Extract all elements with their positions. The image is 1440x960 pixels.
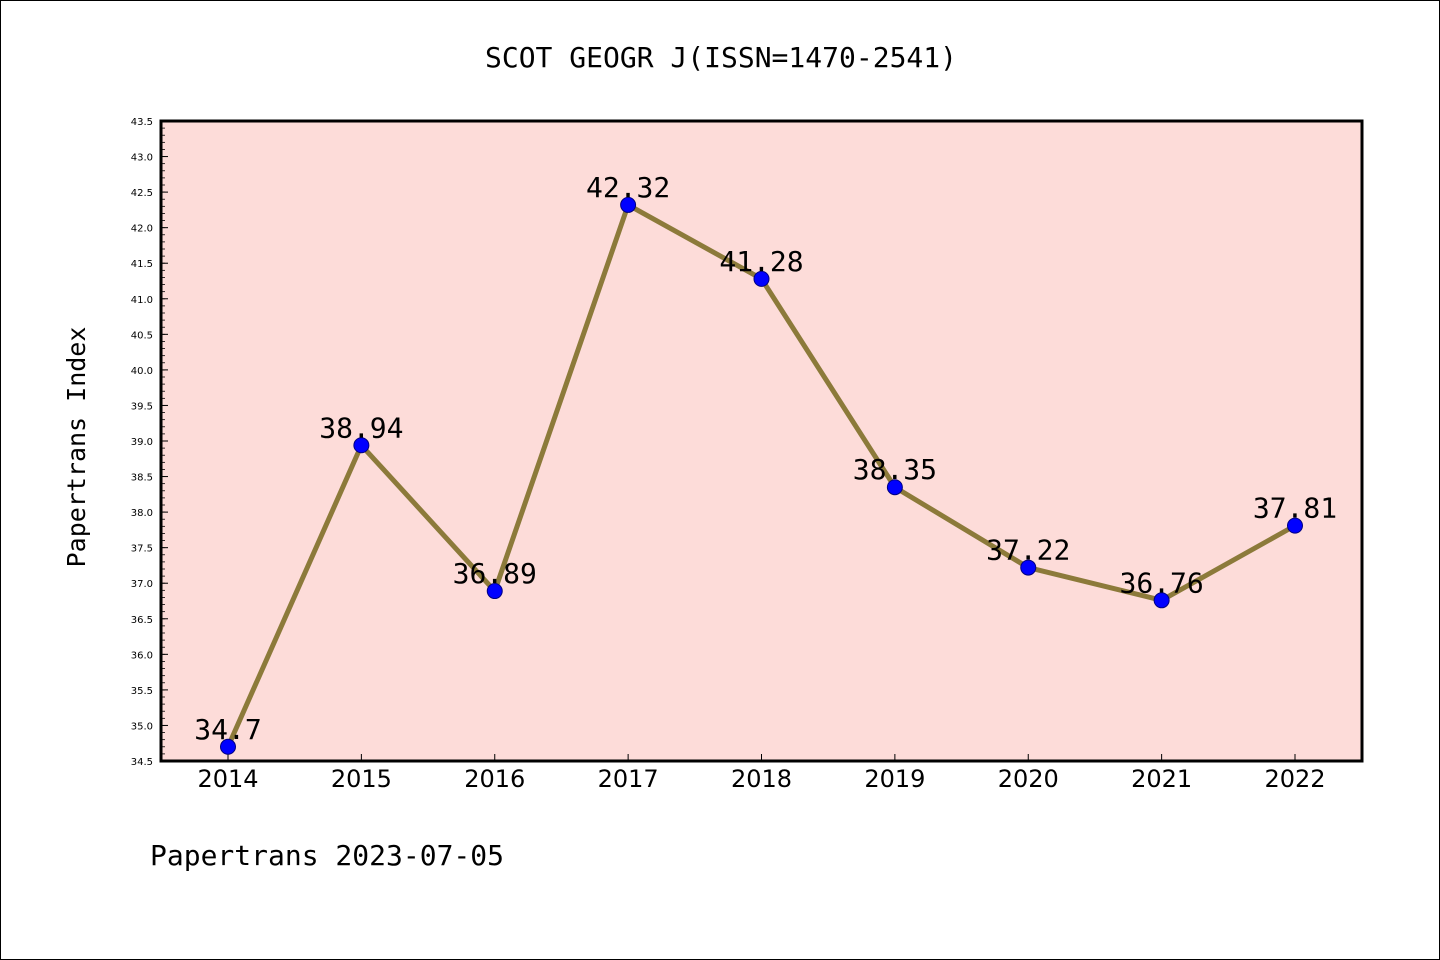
data-point xyxy=(886,479,903,496)
chart-title: SCOT GEOGR J(ISSN=1470-2541) xyxy=(485,41,957,74)
data-label: 34.7 xyxy=(194,713,261,746)
x-tick-label: 2015 xyxy=(331,765,392,793)
y-tick-label: 38.5 xyxy=(131,473,153,484)
y-axis: 34.5 35.0 35.5 36.0 36.5 37.0 37.5 38.0 38.5 39.0… xyxy=(131,117,168,768)
footer-date: Papertrans 2023-07-05 xyxy=(150,839,504,872)
data-point xyxy=(753,270,770,287)
y-tick-label: 39.5 xyxy=(131,401,153,412)
x-tick-label: 2021 xyxy=(1131,765,1192,793)
y-tick-label: 35.0 xyxy=(131,721,153,732)
data-labels: 34.7 38.94 36.89 42.32 41.28 38.35 37.22 36.76 3… xyxy=(194,171,1337,746)
x-tick-label: 2017 xyxy=(598,765,659,793)
data-label: 37.81 xyxy=(1253,492,1337,525)
y-tick-label: 41.5 xyxy=(131,259,153,270)
x-tick-label: 2018 xyxy=(731,765,792,793)
y-tick-label: 40.5 xyxy=(131,330,153,341)
data-point xyxy=(220,738,236,755)
data-label: 38.94 xyxy=(319,411,403,444)
y-tick-label: 39.0 xyxy=(131,437,153,448)
y-tick-label: 43.0 xyxy=(131,153,153,164)
data-label: 38.35 xyxy=(853,453,937,486)
data-point xyxy=(1020,559,1037,576)
y-tick-label: 43.5 xyxy=(131,117,153,128)
x-tick-label: 2016 xyxy=(464,765,525,793)
y-tick-label: 37.5 xyxy=(131,544,153,555)
data-point xyxy=(353,437,370,454)
y-axis-label: Papertrans Index xyxy=(62,327,91,568)
x-tick-label: 2014 xyxy=(197,765,258,793)
data-label: 36.89 xyxy=(453,557,537,590)
x-tick-label: 2022 xyxy=(1264,765,1325,793)
y-tick-label: 42.5 xyxy=(131,188,153,199)
data-markers xyxy=(220,196,1303,755)
y-tick-label: 40.0 xyxy=(131,366,153,377)
data-label: 36.76 xyxy=(1119,566,1203,599)
y-tick-label: 41.0 xyxy=(131,295,153,306)
data-label: 41.28 xyxy=(719,245,803,278)
y-tick-label: 36.0 xyxy=(131,650,153,661)
y-tick-label: 36.5 xyxy=(131,615,153,626)
y-tick-label: 38.0 xyxy=(131,508,153,519)
data-label: 42.32 xyxy=(586,171,670,204)
x-axis: 2014 2015 2016 2017 2018 2019 2020 2021 2022 xyxy=(197,754,1326,793)
data-label: 37.22 xyxy=(986,534,1070,567)
y-tick-label: 35.5 xyxy=(131,686,153,697)
data-point xyxy=(1287,517,1303,534)
data-point xyxy=(486,583,503,600)
y-tick-label: 42.0 xyxy=(131,224,153,235)
x-tick-label: 2020 xyxy=(998,765,1059,793)
x-tick-label: 2019 xyxy=(864,765,925,793)
data-point xyxy=(620,196,637,213)
data-point xyxy=(1153,592,1170,609)
y-tick-label: 37.0 xyxy=(131,579,153,590)
y-tick-label: 34.5 xyxy=(131,757,153,768)
